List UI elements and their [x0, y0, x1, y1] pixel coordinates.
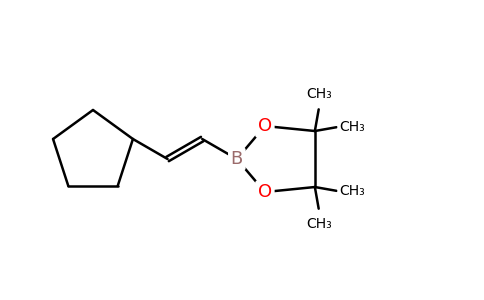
- Text: CH₃: CH₃: [306, 87, 332, 101]
- Text: CH₃: CH₃: [340, 184, 365, 198]
- Text: O: O: [258, 117, 272, 135]
- Text: CH₃: CH₃: [340, 120, 365, 134]
- Text: B: B: [231, 150, 243, 168]
- Text: CH₃: CH₃: [306, 217, 332, 231]
- Text: O: O: [258, 183, 272, 201]
